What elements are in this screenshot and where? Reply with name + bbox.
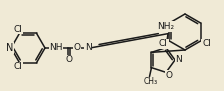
Text: O: O bbox=[73, 43, 80, 53]
Text: Cl: Cl bbox=[159, 39, 168, 49]
Text: Cl: Cl bbox=[13, 25, 22, 34]
Text: O: O bbox=[166, 71, 172, 80]
Text: CH₃: CH₃ bbox=[143, 77, 157, 86]
Text: N: N bbox=[85, 43, 91, 53]
Text: NH: NH bbox=[49, 43, 63, 53]
Text: N: N bbox=[176, 56, 182, 65]
Text: N: N bbox=[6, 43, 14, 53]
Text: O: O bbox=[65, 56, 73, 65]
Text: Cl: Cl bbox=[202, 39, 211, 49]
Text: Cl: Cl bbox=[13, 62, 22, 71]
Text: NH₂: NH₂ bbox=[157, 22, 174, 31]
